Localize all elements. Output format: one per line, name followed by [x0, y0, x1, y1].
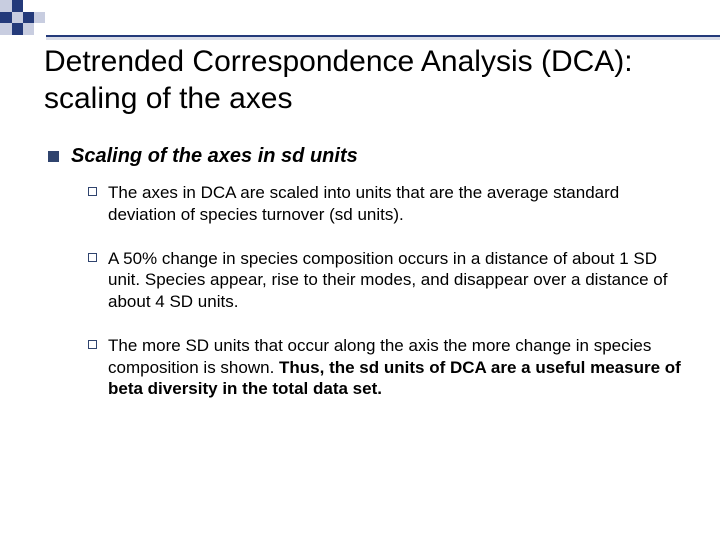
- list-item-level1: Scaling of the axes in sd units: [48, 145, 692, 168]
- list-item-level2: A 50% change in species composition occu…: [88, 248, 692, 313]
- level2-text: The more SD units that occur along the a…: [108, 335, 692, 400]
- level1-text: Scaling of the axes in sd units: [71, 145, 358, 168]
- list-item-level2: The more SD units that occur along the a…: [88, 335, 692, 400]
- slide-title: Detrended Correspondence Analysis (DCA):…: [44, 44, 692, 117]
- list-item-level2: The axes in DCA are scaled into units th…: [88, 182, 692, 226]
- level2-text: The axes in DCA are scaled into units th…: [108, 182, 692, 226]
- slide-body: Detrended Correspondence Analysis (DCA):…: [44, 44, 692, 422]
- square-bullet-icon: [48, 151, 59, 162]
- hollow-square-bullet-icon: [88, 187, 97, 196]
- hollow-square-bullet-icon: [88, 340, 97, 349]
- corner-decoration: [0, 0, 46, 36]
- level2-text: A 50% change in species composition occu…: [108, 248, 692, 313]
- hollow-square-bullet-icon: [88, 253, 97, 262]
- header-rule-shadow: [46, 37, 720, 40]
